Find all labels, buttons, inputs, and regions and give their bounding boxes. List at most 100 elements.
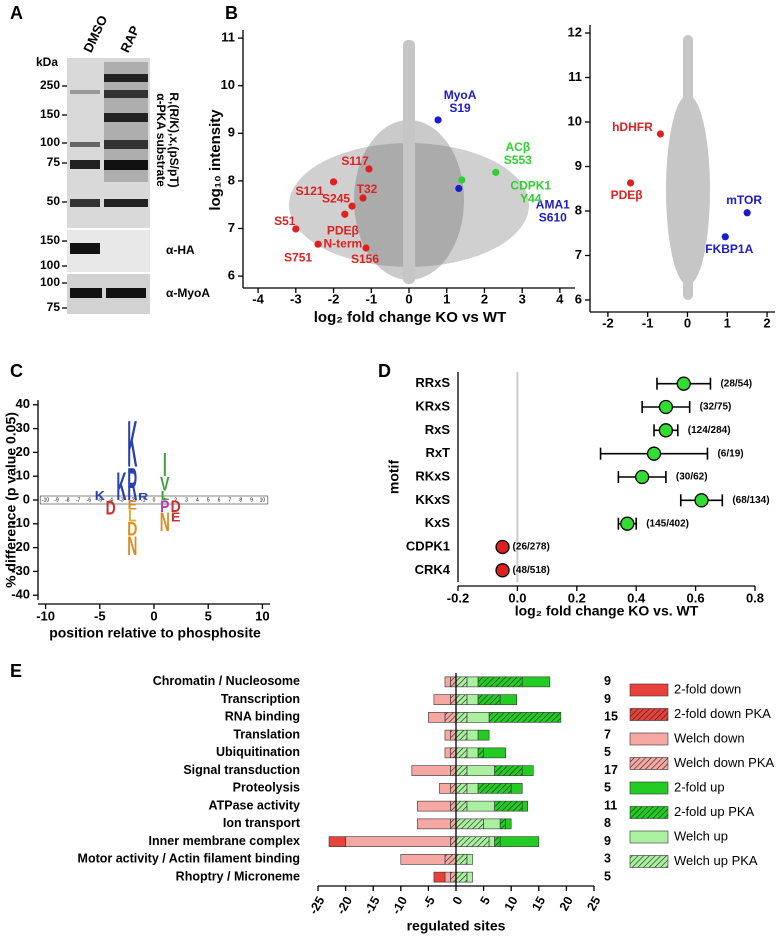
legend-swatch xyxy=(629,732,669,746)
lane-label: DMSO xyxy=(80,13,110,55)
band xyxy=(70,160,100,169)
point xyxy=(329,178,338,186)
position-label: -7 xyxy=(76,497,81,503)
bar-segment xyxy=(466,729,479,741)
total-label: 9 xyxy=(604,674,611,688)
x-tick-label: -1 xyxy=(642,315,654,330)
point xyxy=(292,225,300,233)
total-label: 5 xyxy=(604,781,611,795)
legend-label: 2-fold down xyxy=(674,681,741,696)
point-label: N-term xyxy=(324,236,363,250)
legend-hatch xyxy=(630,855,668,868)
point xyxy=(458,176,466,184)
point xyxy=(656,130,665,138)
x-tick-label: 0 xyxy=(150,608,157,623)
marker-label: 75 xyxy=(47,300,61,314)
hatch-overlay xyxy=(456,854,468,865)
position-label: 8 xyxy=(239,497,242,503)
point xyxy=(676,376,691,391)
category-label: Chromatin / Nucleosome xyxy=(153,674,300,688)
bar-segment xyxy=(466,871,473,883)
point-label: T32 xyxy=(357,182,378,196)
y-tick-label: -30 xyxy=(11,563,30,578)
position-label: 7 xyxy=(228,497,231,503)
bar-segment xyxy=(444,729,451,741)
x-axis-label: log₂ fold change KO vs. WT xyxy=(515,603,699,619)
marker-label: 100 xyxy=(40,135,60,149)
total-label: 9 xyxy=(604,834,611,848)
marker-label: 50 xyxy=(47,194,61,208)
total-label: 5 xyxy=(604,745,611,759)
hatch-overlay xyxy=(456,783,468,794)
count-label: (30/62) xyxy=(676,472,708,483)
category-label: KKxS xyxy=(415,492,450,507)
x-tick-label: 0.6 xyxy=(687,590,705,605)
logo-letter: D xyxy=(127,517,137,540)
x-tick-label: 4 xyxy=(556,291,564,306)
hatch-overlay xyxy=(478,783,512,794)
hatch-overlay xyxy=(456,801,468,812)
point xyxy=(646,446,662,461)
y-tick-label: -10 xyxy=(11,515,30,530)
category-label: Proteolysis xyxy=(233,781,300,795)
y-tick-label: 6 xyxy=(575,291,582,306)
bar-segment xyxy=(466,694,479,705)
x-tick-label: 0.0 xyxy=(508,590,526,605)
count-label: (124/284) xyxy=(688,425,731,436)
marker-label: 75 xyxy=(47,155,61,169)
bar-segment xyxy=(439,783,451,794)
x-tick-label: 2 xyxy=(481,291,488,306)
bar-segment xyxy=(433,694,451,705)
hatch-overlay xyxy=(450,765,456,776)
bar-segment xyxy=(466,676,479,688)
legend-swatch xyxy=(629,781,669,795)
marker-label: 100 xyxy=(40,275,60,289)
y-tick-label: 30 xyxy=(16,420,30,435)
logo-letter: V xyxy=(160,472,170,495)
x-tick-label: 25 xyxy=(584,894,603,913)
marker-label: 100 xyxy=(40,258,60,272)
bar-segment xyxy=(521,676,551,688)
y-tick-label: 7 xyxy=(575,247,582,262)
x-tick-label: -10 xyxy=(389,894,410,917)
category-label: Motor activity / Actin filament binding xyxy=(78,852,300,866)
logo-letter: E xyxy=(171,510,180,525)
legend-label: 2-fold down PKA xyxy=(674,706,771,721)
total-label: 11 xyxy=(604,798,617,812)
category-label: Ion transport xyxy=(223,816,301,830)
bar-segment xyxy=(400,854,446,865)
y-axis-label: log₁₀ intensity xyxy=(207,109,224,211)
x-tick-label: 2 xyxy=(763,315,770,330)
x-tick-label: 3 xyxy=(519,291,526,306)
count-label: (48/518) xyxy=(513,565,550,576)
point xyxy=(492,168,500,176)
position-label: 3 xyxy=(185,497,188,503)
bar-segment xyxy=(345,836,451,847)
hatch-overlay xyxy=(450,783,456,794)
hatch-overlay xyxy=(478,694,501,705)
logo-letter: I xyxy=(163,448,167,484)
logo-letter: R xyxy=(138,491,148,502)
hatch-overlay xyxy=(450,801,456,812)
antibody-label: α-PKA substrate xyxy=(154,93,168,187)
y-axis-label: motif xyxy=(386,460,402,495)
x-tick-label: -15 xyxy=(361,894,382,917)
bar-segment xyxy=(444,871,451,883)
position-label: -8 xyxy=(65,497,70,503)
unit-label: kDa xyxy=(36,55,58,69)
hatch-overlay xyxy=(450,818,456,829)
y-tick-label: 20 xyxy=(16,444,30,459)
hatch-overlay xyxy=(456,694,468,705)
category-label: Translation xyxy=(233,727,300,741)
panel-label: C xyxy=(10,361,23,381)
logo-letter: D xyxy=(171,498,181,516)
bar-segment xyxy=(417,818,451,830)
marker-label: 150 xyxy=(40,107,60,121)
point xyxy=(495,563,510,578)
y-tick-label: 8 xyxy=(575,202,582,217)
point xyxy=(694,493,709,508)
total-label: 7 xyxy=(604,727,611,741)
total-label: 8 xyxy=(604,816,611,830)
logo-letter: L xyxy=(128,507,137,525)
bar-segment xyxy=(483,818,501,830)
